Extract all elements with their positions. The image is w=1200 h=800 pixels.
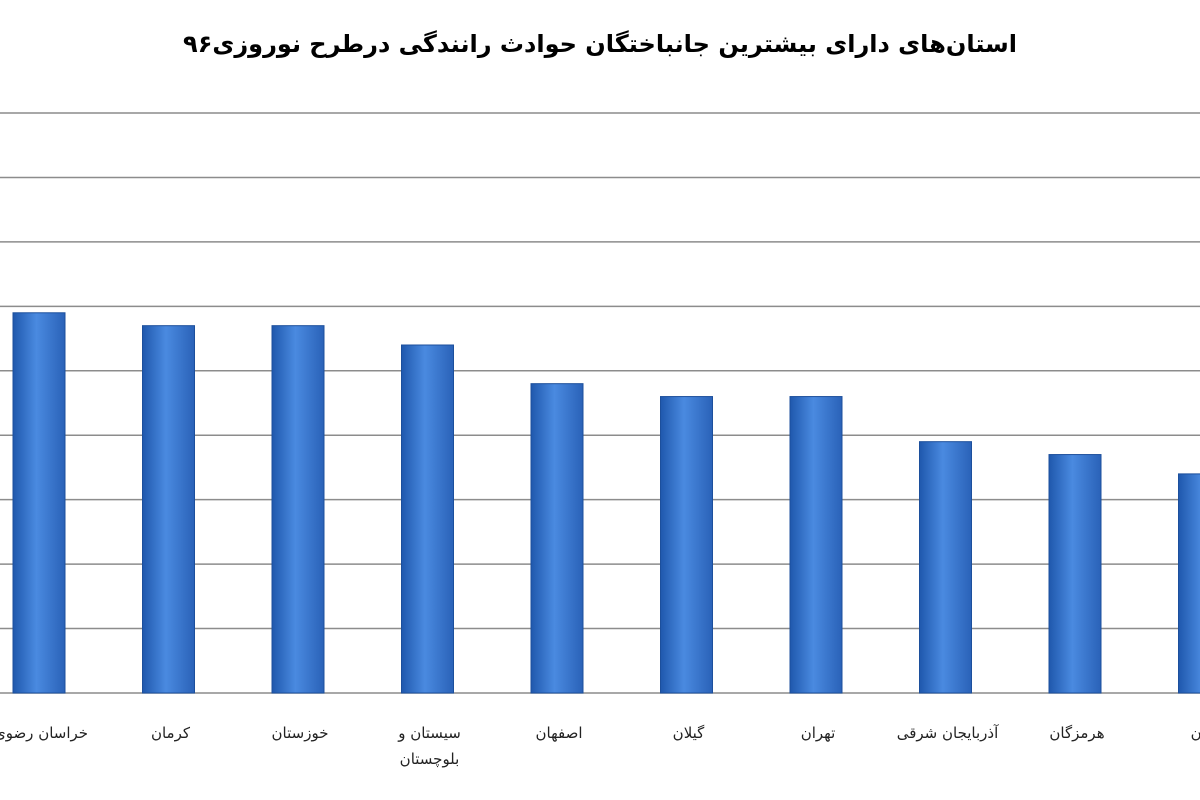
category-label: خوزستان <box>272 724 329 742</box>
bar <box>530 383 584 694</box>
chart-title: استان‌های دارای بیشترین جانباختگان حوادث… <box>183 30 1017 58</box>
bar <box>660 396 713 694</box>
bar <box>919 441 972 694</box>
bar <box>12 312 66 694</box>
category-label: تهران <box>801 724 836 742</box>
bar <box>401 344 454 694</box>
bar <box>1048 454 1102 694</box>
category-label: آذربایجان شرقی <box>897 724 999 742</box>
bar <box>271 325 325 694</box>
category-label: گیلان <box>673 724 705 742</box>
bar <box>1178 473 1200 694</box>
category-labels: خراسان رضوی کرمان خوزستان سیستان و بلوچستان ا… <box>0 724 1200 768</box>
category-label: سیستان و <box>397 724 461 742</box>
category-label: کرمان <box>151 724 191 742</box>
category-label: هرمزگان <box>1049 724 1104 742</box>
category-label: بلوچستان <box>400 750 460 768</box>
category-label: اصفهان <box>536 724 583 742</box>
bar <box>142 325 195 694</box>
category-label: خراسان رضوی <box>0 724 88 742</box>
bars <box>12 312 1200 694</box>
category-label: ایران <box>1191 724 1200 742</box>
bar <box>789 396 843 694</box>
gridlines <box>0 112 1200 694</box>
